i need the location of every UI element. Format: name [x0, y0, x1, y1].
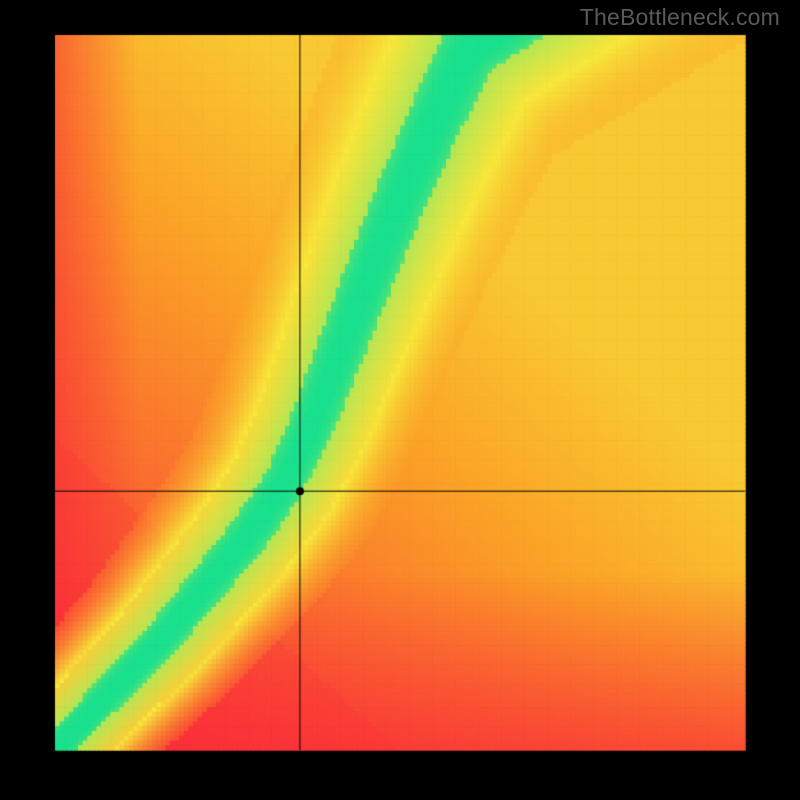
watermark-text: TheBottleneck.com [580, 4, 780, 31]
heatmap-canvas [0, 0, 800, 800]
chart-container: TheBottleneck.com [0, 0, 800, 800]
